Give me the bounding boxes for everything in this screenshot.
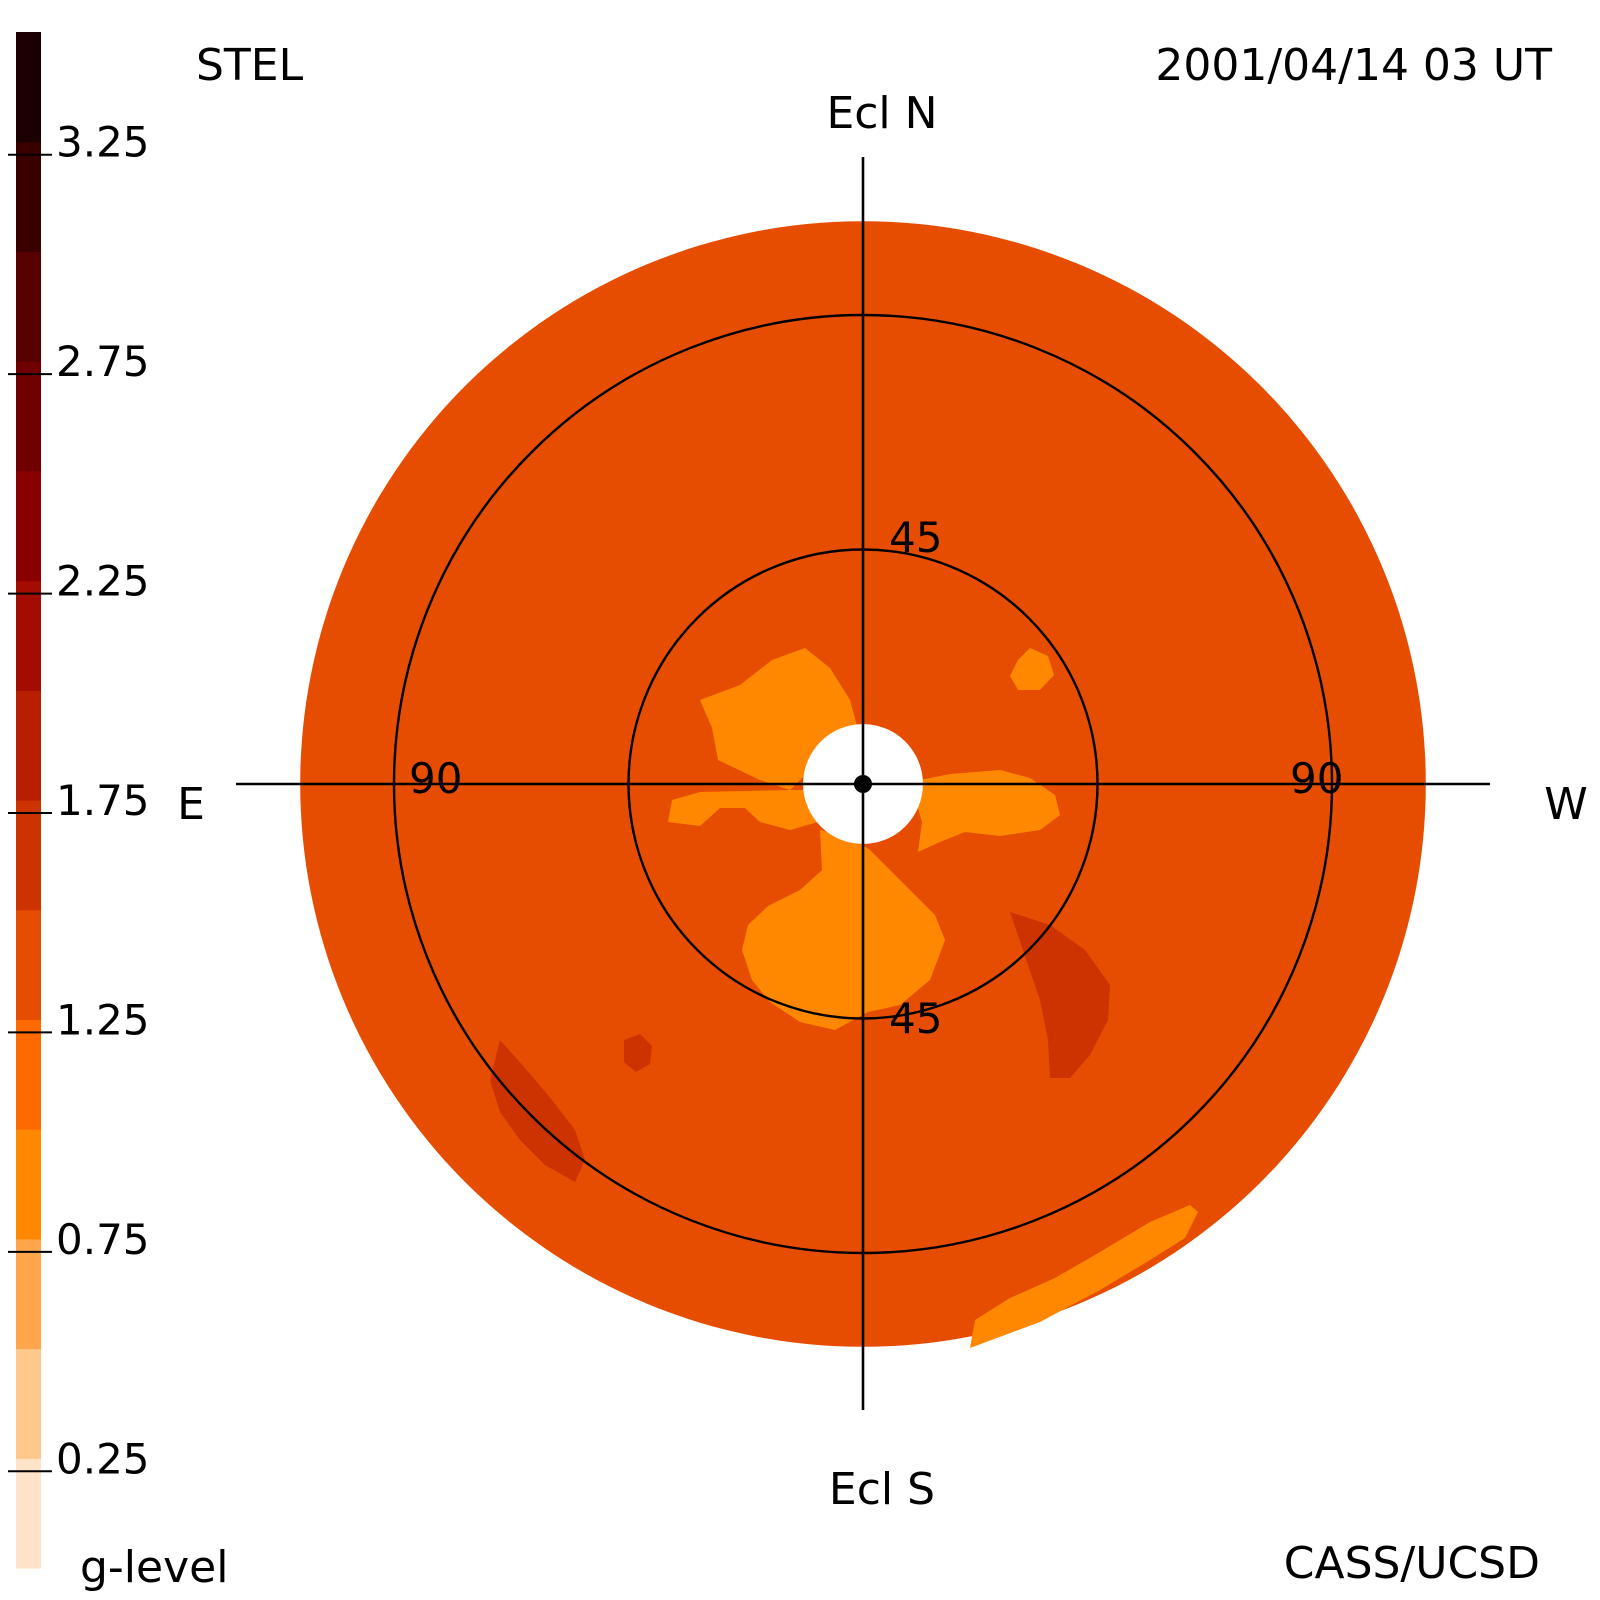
color-bar-tick-label: 1.25 xyxy=(56,995,150,1044)
density-region xyxy=(910,770,1060,852)
color-bar-segment xyxy=(16,141,41,253)
density-region xyxy=(742,830,945,1030)
color-bar-segment xyxy=(16,251,41,362)
density-region xyxy=(668,648,858,830)
ring-label-top: 45 xyxy=(889,513,942,562)
density-region xyxy=(970,1205,1198,1348)
color-bar-segment xyxy=(16,1129,41,1240)
color-bar-segment xyxy=(16,580,41,691)
color-bar-segment xyxy=(16,361,41,472)
ring-label-left: 90 xyxy=(409,754,462,803)
density-region xyxy=(1010,912,1110,1078)
timestamp-label: 2001/04/14 03 UT xyxy=(1155,40,1552,91)
color-bar-title: g-level xyxy=(80,1542,228,1593)
color-bar-segment xyxy=(16,1348,41,1459)
density-region xyxy=(1010,648,1054,690)
color-bar-tick-label: 2.25 xyxy=(56,557,150,606)
color-bar-segment xyxy=(16,1458,41,1569)
color-bar xyxy=(16,32,41,1569)
color-bar-segment xyxy=(16,1019,41,1130)
color-bar-tick-label: 3.25 xyxy=(56,118,150,167)
color-bar-segment xyxy=(16,470,41,582)
color-bar-segment xyxy=(16,800,41,911)
orientation-right-label: W xyxy=(1544,779,1588,830)
orientation-bottom-label: Ecl S xyxy=(829,1464,935,1515)
orientation-top-label: Ecl N xyxy=(826,88,937,139)
color-bar-tick-label: 0.25 xyxy=(56,1434,150,1483)
color-bar-segment xyxy=(16,909,41,1021)
color-bar-tick-label: 1.75 xyxy=(56,776,150,825)
color-bar-segment xyxy=(16,1238,41,1350)
sun-center-dot xyxy=(854,775,872,793)
color-bar-tick-label: 0.75 xyxy=(56,1215,150,1264)
color-bar-segment xyxy=(16,32,41,143)
density-region xyxy=(490,1040,585,1182)
ring-label-bottom: 45 xyxy=(889,994,942,1043)
credit-label: CASS/UCSD xyxy=(1284,1538,1540,1589)
color-bar-tick-label: 2.75 xyxy=(56,337,150,386)
instrument-label: STEL xyxy=(196,40,304,91)
color-bar-ticks: 3.25 2.75 2.25 1.75 1.25 0.75 0.25 xyxy=(8,118,150,1483)
sky-map xyxy=(236,157,1490,1410)
ring-label-right: 90 xyxy=(1290,754,1343,803)
density-region xyxy=(624,1034,652,1072)
density-regions xyxy=(490,648,1198,1348)
orientation-left-label: E xyxy=(177,779,205,830)
color-bar-segment xyxy=(16,690,41,801)
